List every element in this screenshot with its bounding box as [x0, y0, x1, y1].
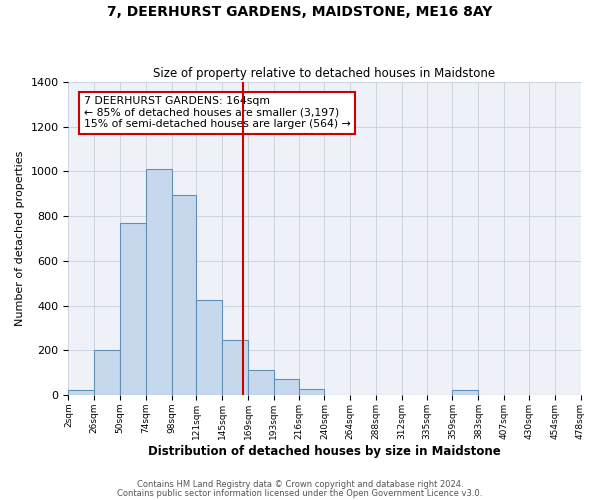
Bar	[274, 380, 299, 395]
Bar	[299, 390, 325, 395]
Bar	[146, 169, 172, 395]
Bar	[172, 195, 196, 395]
Bar	[452, 390, 478, 395]
Bar	[68, 390, 94, 395]
Bar	[120, 223, 146, 395]
Text: 7 DEERHURST GARDENS: 164sqm
← 85% of detached houses are smaller (3,197)
15% of : 7 DEERHURST GARDENS: 164sqm ← 85% of det…	[84, 96, 350, 130]
Bar	[222, 340, 248, 395]
Bar	[196, 300, 222, 395]
Text: Contains public sector information licensed under the Open Government Licence v3: Contains public sector information licen…	[118, 488, 482, 498]
Bar	[248, 370, 274, 395]
Text: Contains HM Land Registry data © Crown copyright and database right 2024.: Contains HM Land Registry data © Crown c…	[137, 480, 463, 489]
Title: Size of property relative to detached houses in Maidstone: Size of property relative to detached ho…	[154, 66, 496, 80]
Y-axis label: Number of detached properties: Number of detached properties	[15, 151, 25, 326]
Bar	[94, 350, 120, 395]
Text: 7, DEERHURST GARDENS, MAIDSTONE, ME16 8AY: 7, DEERHURST GARDENS, MAIDSTONE, ME16 8A…	[107, 5, 493, 19]
X-axis label: Distribution of detached houses by size in Maidstone: Distribution of detached houses by size …	[148, 444, 501, 458]
